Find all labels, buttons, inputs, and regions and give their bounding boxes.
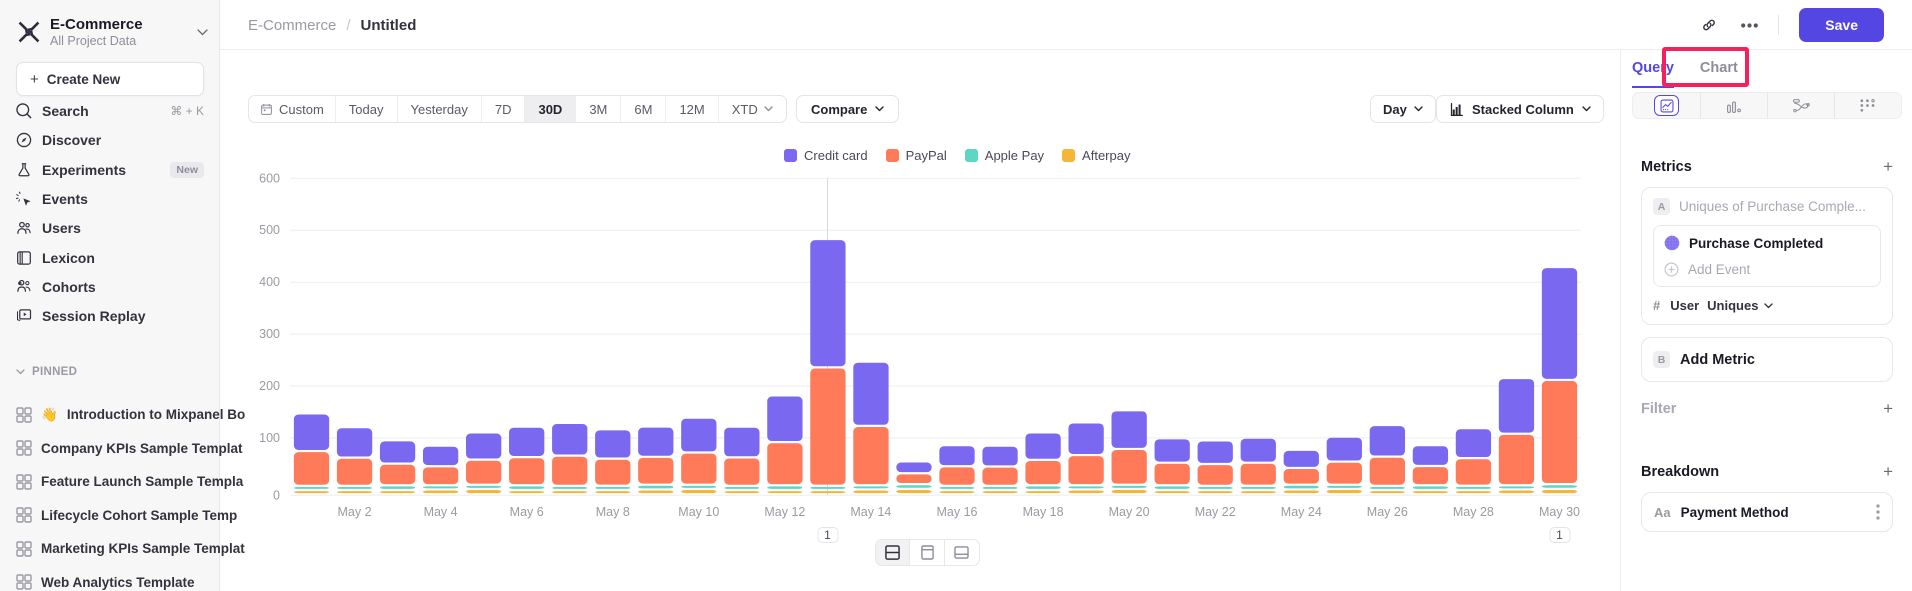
- svg-text:100: 100: [259, 431, 280, 445]
- svg-text:600: 600: [259, 171, 280, 185]
- svg-text:300: 300: [259, 327, 280, 341]
- svg-text:500: 500: [259, 223, 280, 237]
- svg-text:400: 400: [259, 275, 280, 289]
- svg-text:0: 0: [273, 488, 280, 502]
- svg-text:200: 200: [259, 379, 280, 393]
